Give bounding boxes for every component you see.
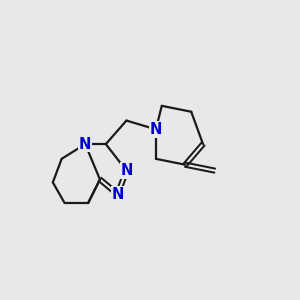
Text: N: N [79, 136, 92, 152]
Text: N: N [120, 163, 133, 178]
Text: N: N [111, 187, 124, 202]
Text: N: N [150, 122, 162, 137]
